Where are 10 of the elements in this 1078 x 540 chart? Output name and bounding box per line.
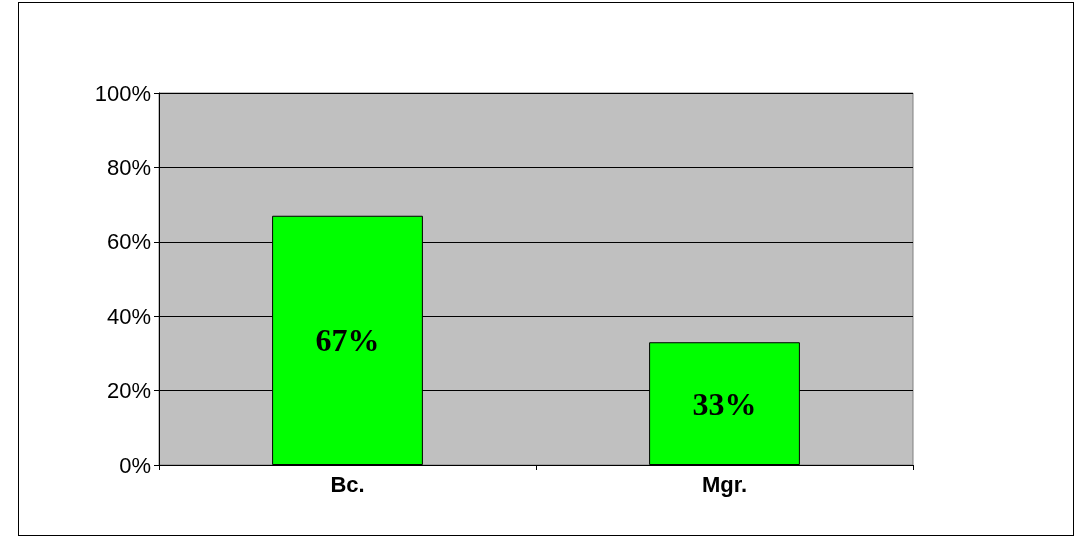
y-tick-label: 80% [106,154,151,180]
y-tick-label: 100% [94,80,151,106]
y-tick-label: 40% [106,303,151,329]
data-label: 67% [315,322,380,359]
y-tick-label: 20% [106,378,151,404]
y-tick-label: 60% [106,229,151,255]
x-tick-label: Mgr. [701,471,748,497]
data-label: 33% [692,385,757,422]
y-tick-label: 0% [119,452,151,478]
x-tick-label: Bc. [330,471,365,497]
